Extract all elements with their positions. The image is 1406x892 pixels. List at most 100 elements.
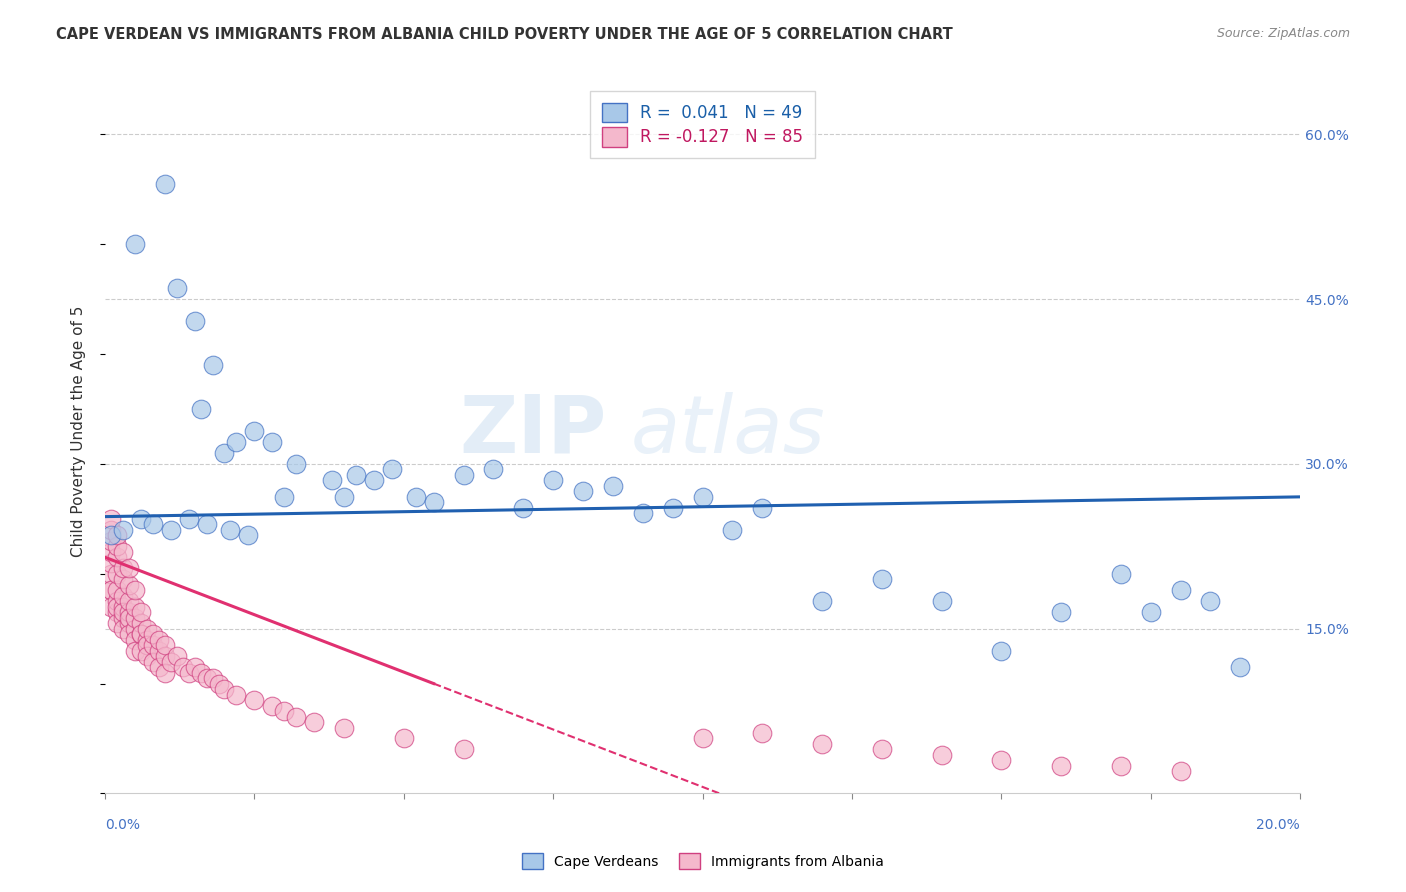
Point <box>482 462 505 476</box>
Point <box>129 616 152 631</box>
Point <box>105 599 128 614</box>
Point <box>870 742 893 756</box>
Point <box>243 424 266 438</box>
Point <box>692 490 714 504</box>
Point <box>931 594 953 608</box>
Y-axis label: Child Poverty Under the Age of 5: Child Poverty Under the Age of 5 <box>72 305 86 557</box>
Point <box>512 500 534 515</box>
Point <box>990 754 1012 768</box>
Point <box>453 742 475 756</box>
Point <box>751 500 773 515</box>
Point <box>392 731 415 746</box>
Point <box>183 314 205 328</box>
Point <box>118 610 141 624</box>
Point <box>135 638 157 652</box>
Point <box>1109 566 1132 581</box>
Point <box>159 655 181 669</box>
Point <box>148 660 170 674</box>
Point <box>135 622 157 636</box>
Point <box>166 649 188 664</box>
Point <box>100 545 122 559</box>
Point <box>124 583 146 598</box>
Point <box>153 665 176 680</box>
Point <box>148 632 170 647</box>
Point <box>453 467 475 482</box>
Point <box>111 610 134 624</box>
Point <box>990 643 1012 657</box>
Point <box>105 594 128 608</box>
Point <box>148 643 170 657</box>
Point <box>142 638 165 652</box>
Point <box>172 660 194 674</box>
Point <box>273 490 295 504</box>
Point <box>219 523 242 537</box>
Point <box>142 627 165 641</box>
Point <box>105 566 128 581</box>
Point <box>661 500 683 515</box>
Point <box>333 721 356 735</box>
Point <box>100 512 122 526</box>
Point <box>142 517 165 532</box>
Point <box>931 747 953 762</box>
Point <box>422 495 444 509</box>
Point <box>631 506 654 520</box>
Point <box>124 622 146 636</box>
Point <box>100 556 122 570</box>
Point <box>100 533 122 548</box>
Point <box>225 434 247 449</box>
Text: ZIP: ZIP <box>460 392 607 470</box>
Point <box>692 731 714 746</box>
Point <box>129 627 152 641</box>
Point <box>190 402 212 417</box>
Point <box>273 704 295 718</box>
Point <box>195 671 218 685</box>
Point <box>1050 759 1073 773</box>
Point <box>190 665 212 680</box>
Text: 20.0%: 20.0% <box>1257 818 1301 832</box>
Text: atlas: atlas <box>631 392 825 470</box>
Point <box>111 622 134 636</box>
Point <box>142 655 165 669</box>
Point <box>153 177 176 191</box>
Point <box>111 561 134 575</box>
Point <box>153 638 176 652</box>
Point <box>405 490 427 504</box>
Point <box>1170 583 1192 598</box>
Point <box>207 676 229 690</box>
Point <box>124 632 146 647</box>
Point <box>321 474 343 488</box>
Point <box>100 583 122 598</box>
Legend: Cape Verdeans, Immigrants from Albania: Cape Verdeans, Immigrants from Albania <box>515 847 891 876</box>
Point <box>100 566 122 581</box>
Point <box>118 616 141 631</box>
Point <box>751 726 773 740</box>
Point <box>105 528 128 542</box>
Point <box>124 599 146 614</box>
Point <box>195 517 218 532</box>
Legend: R =  0.041   N = 49, R = -0.127   N = 85: R = 0.041 N = 49, R = -0.127 N = 85 <box>591 91 815 158</box>
Point <box>811 737 834 751</box>
Point <box>572 484 595 499</box>
Point <box>124 237 146 252</box>
Point <box>105 605 128 619</box>
Point <box>135 649 157 664</box>
Point <box>870 572 893 586</box>
Point <box>201 671 224 685</box>
Point <box>363 474 385 488</box>
Point <box>100 528 122 542</box>
Point <box>118 578 141 592</box>
Point <box>333 490 356 504</box>
Point <box>100 523 122 537</box>
Point <box>177 665 200 680</box>
Point <box>225 688 247 702</box>
Point <box>111 523 134 537</box>
Point <box>124 643 146 657</box>
Point <box>105 539 128 553</box>
Point <box>285 457 308 471</box>
Point <box>129 605 152 619</box>
Point <box>1199 594 1222 608</box>
Point <box>602 479 624 493</box>
Point <box>118 605 141 619</box>
Text: 0.0%: 0.0% <box>105 818 141 832</box>
Point <box>118 594 141 608</box>
